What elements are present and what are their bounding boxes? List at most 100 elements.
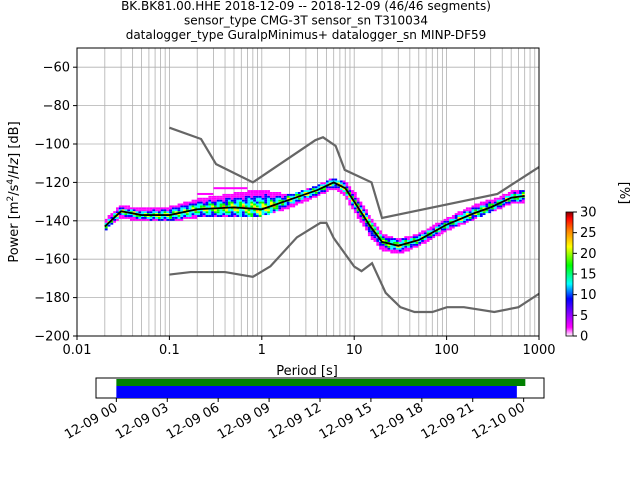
heatmap-cell xyxy=(342,188,346,191)
heatmap-cell xyxy=(225,205,228,208)
heatmap-cell xyxy=(191,201,195,204)
heatmap-cell xyxy=(510,192,514,194)
heatmap-cell xyxy=(454,222,458,225)
heatmap-cell xyxy=(376,232,380,235)
heatmap-cell xyxy=(454,220,458,223)
heatmap-cell xyxy=(163,215,167,217)
heatmap-cell xyxy=(432,232,436,235)
heatmap-cell xyxy=(493,199,497,202)
heatmap-cell xyxy=(121,213,125,216)
heatmap-cell xyxy=(353,207,357,210)
heatmap-cell xyxy=(253,211,256,214)
heatmap-cell xyxy=(426,230,430,233)
heatmap-cell xyxy=(199,211,203,214)
heatmap-cell xyxy=(502,195,506,198)
heatmap-cell xyxy=(295,192,298,194)
heatmap-cell xyxy=(328,180,332,183)
heatmap-cell xyxy=(373,236,377,239)
heatmap-cell xyxy=(194,205,198,208)
heatmap-cell xyxy=(174,211,178,214)
heatmap-cell xyxy=(398,238,402,240)
heatmap-cell xyxy=(239,205,242,208)
heatmap-cell xyxy=(247,205,251,208)
heatmap-cell xyxy=(491,199,494,202)
heatmap-cell xyxy=(239,195,242,198)
heatmap-cell xyxy=(166,215,170,217)
heatmap-cell xyxy=(460,220,464,223)
heatmap-cell xyxy=(401,241,405,244)
heatmap-cell xyxy=(359,220,363,223)
heatmap-cell xyxy=(250,201,254,204)
heatmap-cell xyxy=(471,215,475,217)
heatmap-cell xyxy=(505,195,508,198)
heatmap-cell xyxy=(124,209,128,212)
heatmap-cell xyxy=(264,197,268,200)
heatmap-cell xyxy=(521,192,525,194)
heatmap-cell xyxy=(283,207,287,210)
heatmap-cell xyxy=(261,213,265,216)
heatmap-cell xyxy=(183,216,186,219)
colorbar-ticks: 0 5 10 15 20 25 30 xyxy=(573,206,597,345)
heatmap-cell xyxy=(370,218,374,221)
heatmap-cell xyxy=(241,195,245,198)
heatmap-cell xyxy=(177,216,181,219)
heatmap-cell xyxy=(191,213,195,216)
heatmap-cell xyxy=(331,186,335,189)
heatmap-cell xyxy=(387,240,391,242)
heatmap-cell xyxy=(253,190,256,192)
heatmap-cell xyxy=(306,188,310,191)
heatmap-cell xyxy=(230,193,234,196)
colorbar-tick-label: 5 xyxy=(580,309,588,324)
heatmap-cell xyxy=(166,218,170,221)
heatmap-cell xyxy=(241,203,245,206)
heatmap-cell xyxy=(356,203,360,206)
timeline-tick-label: 12-09 12 xyxy=(266,400,324,442)
heatmap-cell xyxy=(272,195,276,198)
heatmap-cell xyxy=(432,228,436,231)
heatmap-cell xyxy=(127,215,131,217)
x-tick-label: 1 xyxy=(258,343,266,358)
heatmap-cell xyxy=(401,238,405,240)
heatmap-cell xyxy=(499,203,503,206)
heatmap-cell xyxy=(300,197,304,200)
heatmap-cell xyxy=(359,213,363,216)
heatmap-cell xyxy=(250,209,254,212)
heatmap-cell xyxy=(505,201,508,204)
heatmap-cell xyxy=(197,197,200,200)
heatmap-cell xyxy=(485,203,489,206)
heatmap-cell xyxy=(281,197,284,200)
heatmap-cell xyxy=(144,216,147,219)
heatmap-cell xyxy=(258,201,262,204)
heatmap-cell xyxy=(104,218,108,221)
heatmap-cell xyxy=(423,234,427,237)
heatmap-cell xyxy=(345,186,349,189)
heatmap-cell xyxy=(421,241,424,244)
y-tick-label: −140 xyxy=(34,214,70,229)
x-tick-label: 100 xyxy=(434,343,459,358)
heatmap-cell xyxy=(384,240,388,242)
heatmap-cell xyxy=(213,199,217,202)
heatmap-cell xyxy=(185,203,189,206)
heatmap-cell xyxy=(211,215,214,217)
heatmap-cell xyxy=(331,178,335,181)
heatmap-cell xyxy=(387,243,391,246)
heatmap-cell xyxy=(429,238,433,240)
heatmap-cell xyxy=(516,192,520,194)
heatmap-cell xyxy=(267,195,270,198)
heatmap-cell xyxy=(423,241,427,244)
heatmap-cell xyxy=(468,207,472,210)
heatmap-cell xyxy=(309,197,312,200)
heatmap-cell xyxy=(370,224,374,227)
heatmap-cell xyxy=(345,195,349,198)
heatmap-cell xyxy=(379,247,382,250)
heatmap-cell xyxy=(465,218,469,221)
heatmap-cell xyxy=(208,203,212,206)
heatmap-cell xyxy=(255,203,259,206)
heatmap-cell xyxy=(155,207,158,210)
heatmap-cell xyxy=(213,203,217,206)
heatmap-cell xyxy=(337,182,340,185)
heatmap-cell xyxy=(505,203,508,206)
heatmap-cell xyxy=(376,240,380,242)
mode-line xyxy=(104,181,525,247)
heatmap-cell xyxy=(398,245,402,248)
